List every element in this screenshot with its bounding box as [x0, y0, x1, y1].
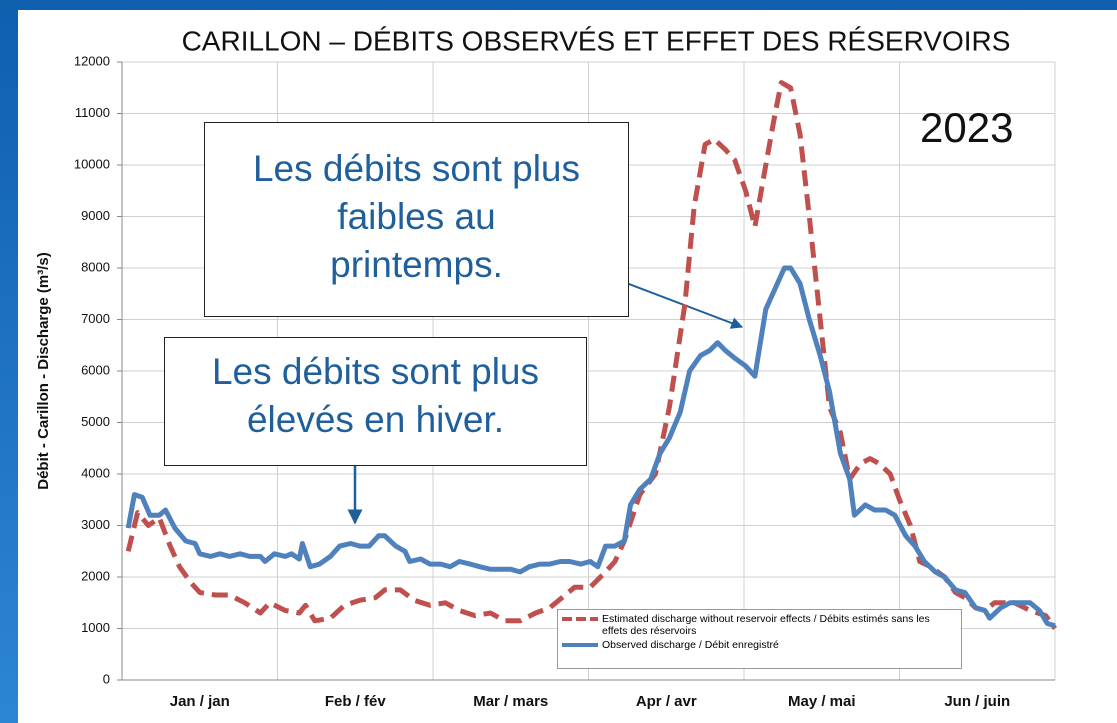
y-tick-label: 12000	[74, 53, 110, 68]
x-tick-label: Mar / mars	[473, 693, 548, 710]
y-tick-label: 7000	[81, 311, 110, 326]
annotation-box: Les débits sont plus élevés en hiver.	[164, 337, 587, 466]
y-tick-label: 6000	[81, 362, 110, 377]
line-series	[125, 265, 1056, 629]
y-tick-label: 3000	[81, 517, 110, 532]
y-tick-label: 10000	[74, 156, 110, 171]
y-tick-label: 4000	[81, 465, 110, 480]
legend: Estimated discharge without reservoir ef…	[557, 609, 962, 669]
x-tick-label: Feb / fév	[325, 693, 387, 710]
legend-entry: Estimated discharge without reservoir ef…	[562, 613, 957, 637]
y-tick-label: 5000	[81, 414, 110, 429]
x-tick-label: Apr / avr	[636, 693, 697, 710]
annotation-line: faibles au	[337, 196, 496, 238]
y-tick-label: 2000	[81, 568, 110, 583]
annotation-line: printemps.	[330, 244, 503, 286]
chart-title: CARILLON – DÉBITS OBSERVÉS ET EFFET DES …	[182, 25, 1011, 56]
y-tick-label: 1000	[81, 620, 110, 635]
legend-label: Estimated discharge without reservoir ef…	[602, 613, 930, 637]
line-series	[125, 80, 1058, 630]
annotation-line: élevés en hiver.	[246, 399, 505, 441]
legend-swatch	[562, 617, 598, 621]
legend-entry: Observed discharge / Débit enregistré	[562, 639, 957, 651]
x-tick-label: May / mai	[788, 693, 856, 710]
x-tick-label: Jun / juin	[944, 693, 1010, 710]
legend-swatch	[562, 643, 598, 647]
legend-label: Observed discharge / Débit enregistré	[602, 639, 779, 651]
annotation-line: Les débits sont plus	[211, 351, 540, 392]
x-tick-label: Jan / jan	[170, 693, 230, 710]
annotation-box: Les débits sont plus faibles au printemps.	[204, 122, 629, 317]
y-tick-label: 0	[103, 671, 110, 686]
y-tick-label: 9000	[81, 208, 110, 223]
y-tick-label: 8000	[81, 259, 110, 274]
y-tick-label: 11000	[75, 105, 110, 120]
annotation-line: Les débits sont plus	[252, 148, 581, 189]
y-axis-label: Débit - Carillon - Discharge (m³/s)	[35, 252, 52, 490]
annotation-line: 2023	[920, 104, 1014, 151]
year-label: 2023	[920, 104, 1013, 152]
